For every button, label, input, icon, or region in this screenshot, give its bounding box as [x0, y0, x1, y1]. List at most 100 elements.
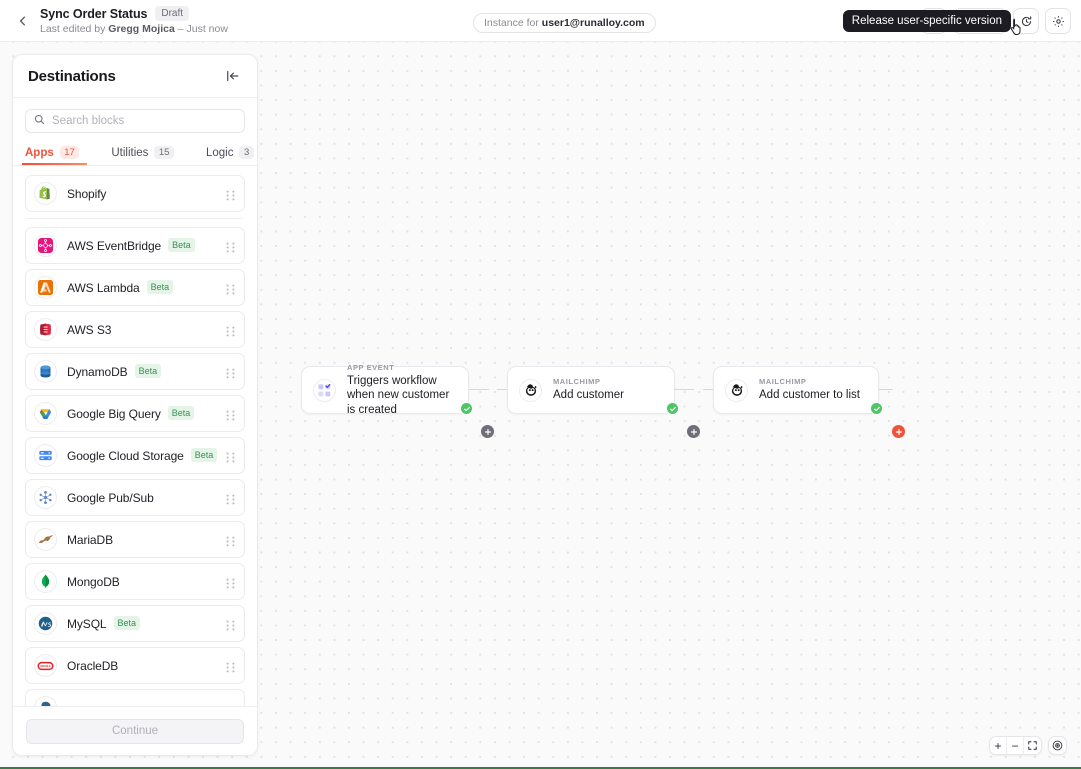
instance-pill[interactable]: Instance for user1@runalloy.com: [473, 13, 656, 33]
flow-node-kicker: MAILCHIMP: [759, 377, 807, 387]
instance-prefix: Instance for: [484, 17, 542, 29]
drag-handle-icon[interactable]: [226, 660, 235, 673]
block-item-label: DynamoDB: [67, 364, 128, 379]
blocks-list[interactable]: Shopify AWS EventBridge Beta AWS Lambda Beta…: [13, 166, 257, 706]
tab-logic[interactable]: Logic 3: [206, 142, 254, 165]
gear-icon[interactable]: [1045, 8, 1071, 34]
block-item-aws-lambda[interactable]: AWS Lambda Beta: [25, 269, 245, 307]
google-cloud-storage-icon: [34, 444, 57, 468]
tab-apps[interactable]: Apps 17: [21, 142, 88, 166]
drag-handle-icon[interactable]: [226, 188, 235, 201]
flow-graph: APP EVENT Triggers workflow when new cus…: [0, 42, 1081, 769]
search-icon: [34, 112, 45, 130]
destinations-header: Destinations: [13, 55, 257, 98]
panel-footer: Continue: [13, 706, 257, 755]
back-button[interactable]: [10, 8, 36, 34]
drag-handle-icon[interactable]: [226, 576, 235, 589]
beta-badge: Beta: [190, 448, 218, 463]
block-item-dynamodb[interactable]: DynamoDB Beta: [25, 353, 245, 391]
tab-apps-count: 17: [59, 146, 80, 160]
release-version-button[interactable]: [1013, 8, 1039, 34]
flow-node-mailchimp-add-customer[interactable]: MAILCHIMP Add customer: [507, 366, 675, 414]
drag-handle-icon[interactable]: [226, 282, 235, 295]
beta-badge: Beta: [146, 280, 174, 295]
drag-handle-icon[interactable]: [226, 408, 235, 421]
block-item-label: MongoDB: [67, 574, 120, 589]
beta-badge: Beta: [113, 616, 141, 631]
drag-handle-icon[interactable]: [226, 492, 235, 505]
edge-5: [879, 389, 893, 390]
edge-4: [703, 389, 713, 390]
google-bigquery-icon: [34, 402, 57, 426]
page-title: Sync Order Status: [40, 6, 148, 21]
block-item-oracledb[interactable]: ORACLE OracleDB: [25, 647, 245, 685]
flow-node-kicker: APP EVENT: [347, 362, 395, 372]
flow-node-status-ok-2: [666, 402, 679, 415]
block-item-aws-s3[interactable]: AWS S3: [25, 311, 245, 349]
beta-badge: Beta: [168, 238, 195, 253]
panel-title: Destinations: [28, 67, 116, 85]
aws-eventbridge-icon: [34, 234, 57, 258]
block-item-label: Google Pub/Sub: [67, 490, 154, 505]
flow-node-name: Add customer to list: [759, 389, 860, 402]
drag-handle-icon[interactable]: [226, 450, 235, 463]
search-box[interactable]: [25, 109, 245, 133]
shopify-icon: [34, 182, 57, 206]
block-item-google-pub-sub[interactable]: Google Pub/Sub: [25, 479, 245, 517]
google-pubsub-icon: [34, 486, 57, 510]
block-item-mysql[interactable]: MySQL Beta: [25, 605, 245, 643]
block-item-label: OracleDB: [67, 658, 119, 673]
continue-button[interactable]: Continue: [26, 718, 244, 744]
flow-node-text: APP EVENT Triggers workflow when new cus…: [347, 363, 456, 417]
block-item-label: AWS EventBridge: [67, 238, 162, 253]
search-input[interactable]: [52, 115, 236, 127]
flow-node-app-event[interactable]: APP EVENT Triggers workflow when new cus…: [301, 363, 469, 417]
drag-handle-icon[interactable]: [226, 534, 235, 547]
last-edited-text: Last edited by Gregg Mojica – Just now: [40, 23, 228, 35]
fit-screen-button[interactable]: [1024, 737, 1041, 754]
drag-handle-icon[interactable]: [226, 324, 235, 337]
flow-node-mailchimp-add-customer-to-list[interactable]: MAILCHIMP Add customer to list: [713, 366, 879, 414]
zoom-out-button[interactable]: −: [1007, 737, 1024, 754]
block-item-label: Google Cloud Storage: [67, 448, 184, 463]
block-item-mongodb[interactable]: MongoDB: [25, 563, 245, 601]
canvas-zoom-controls: + −: [989, 736, 1067, 755]
edge-3: [674, 389, 694, 390]
block-item-google-cloud-storage[interactable]: Google Cloud Storage Beta: [25, 437, 245, 475]
tab-logic-count: 3: [239, 146, 254, 160]
tab-utilities[interactable]: Utilities 15: [111, 142, 174, 165]
drag-handle-icon[interactable]: [226, 366, 235, 379]
collapse-panel-icon[interactable]: [223, 66, 243, 86]
add-step-button-1[interactable]: [481, 425, 494, 438]
block-item-aws-eventbridge[interactable]: AWS EventBridge Beta: [25, 227, 245, 265]
edge-2: [497, 389, 507, 390]
tab-utilities-label: Utilities: [111, 146, 149, 159]
add-step-button-2[interactable]: [687, 425, 700, 438]
block-item-mariadb[interactable]: MariaDB: [25, 521, 245, 559]
add-step-button-end[interactable]: [892, 425, 905, 438]
top-bar: Sync Order Status Draft Last edited by G…: [0, 0, 1081, 42]
edge-1: [469, 389, 489, 390]
tabs-divider: [13, 165, 257, 167]
drag-handle-icon[interactable]: [226, 240, 235, 253]
mysql-icon: [34, 612, 57, 636]
flow-node-name: Triggers workflow when new customer is c…: [347, 374, 450, 416]
zoom-in-button[interactable]: +: [990, 737, 1007, 754]
block-item-shopify[interactable]: Shopify: [25, 175, 245, 213]
block-item-google-big-query[interactable]: Google Big Query Beta: [25, 395, 245, 433]
flow-node-kicker: MAILCHIMP: [553, 377, 601, 387]
flow-node-text: MAILCHIMP Add customer to list: [759, 377, 860, 402]
title-row: Sync Order Status Draft: [40, 6, 228, 21]
mongodb-icon: [34, 570, 57, 594]
drag-handle-icon[interactable]: [226, 618, 235, 631]
locate-button[interactable]: [1048, 736, 1067, 755]
block-item-label: Shopify: [67, 186, 107, 201]
aws-lambda-icon: [34, 276, 57, 300]
document-title-block: Sync Order Status Draft Last edited by G…: [40, 3, 228, 39]
block-item-partial[interactable]: [25, 689, 245, 706]
aws-s3-icon: [34, 318, 57, 342]
tab-apps-label: Apps: [25, 146, 54, 159]
block-item-label: AWS Lambda: [67, 280, 140, 295]
mariadb-icon: [34, 528, 57, 552]
instance-email: user1@runalloy.com: [541, 17, 645, 29]
